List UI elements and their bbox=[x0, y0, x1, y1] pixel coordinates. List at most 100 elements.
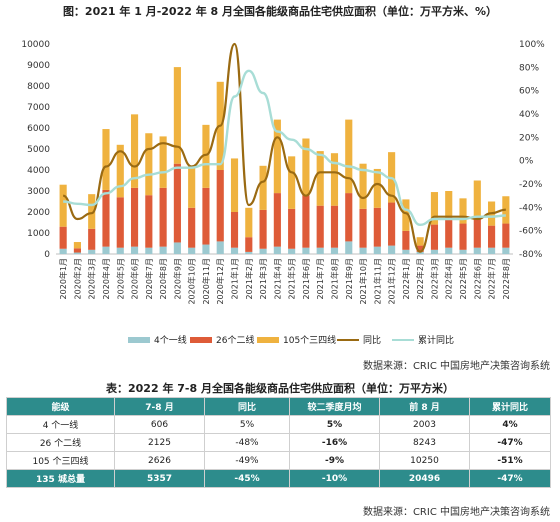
bar-tier2 bbox=[316, 205, 324, 248]
legend-item-tier2: 26个二线 bbox=[190, 333, 254, 346]
table-cell: -16% bbox=[289, 433, 380, 452]
x-tick-label: 2021年10月 bbox=[358, 258, 368, 305]
bar-tier1 bbox=[345, 241, 353, 254]
bar-tier3 bbox=[288, 156, 296, 209]
table-cell: 606 bbox=[114, 415, 205, 434]
header-yoy: 同比 bbox=[204, 397, 290, 416]
bar-tier1 bbox=[173, 242, 181, 254]
bar-tier3 bbox=[202, 124, 210, 188]
y-left-tick-label: 5000 bbox=[27, 145, 50, 155]
table-source: 数据来源：CRIC 中国房地产决策咨询系统 bbox=[362, 507, 550, 518]
y-right-tick-label: 100% bbox=[519, 40, 545, 50]
header-jul-aug: 7-8 月 bbox=[114, 397, 205, 416]
bar-tier1 bbox=[202, 244, 210, 254]
bar-tier2 bbox=[459, 223, 467, 250]
table-header-row: 能级 7-8 月 同比 较二季度月均 前 8 月 累计同比 bbox=[6, 397, 551, 416]
x-tick-label: 2021年5月 bbox=[287, 258, 297, 299]
bar-tier1 bbox=[302, 247, 310, 254]
bar-tier2 bbox=[502, 223, 510, 248]
bar-tier1 bbox=[216, 241, 224, 254]
x-tick-label: 2020年8月 bbox=[158, 258, 168, 299]
bar-tier1 bbox=[488, 247, 496, 254]
bar-tier1 bbox=[502, 247, 510, 254]
bar-tier2 bbox=[159, 187, 167, 247]
bar-tier2 bbox=[130, 187, 139, 247]
x-tick-label: 2020年5月 bbox=[115, 258, 125, 299]
legend-label-cum: 累计同比 bbox=[418, 336, 455, 346]
bar-tier2 bbox=[216, 170, 224, 242]
x-tick-label: 2022年4月 bbox=[444, 258, 454, 299]
x-tick-label: 2020年12月 bbox=[215, 258, 225, 305]
legend-item-yoy: 同比 bbox=[337, 333, 381, 346]
bar-tier2 bbox=[273, 193, 281, 247]
bar-tier2 bbox=[288, 208, 296, 249]
x-tick-label: 2020年4月 bbox=[101, 258, 111, 299]
bar-tier1 bbox=[159, 246, 167, 254]
bar-tier1 bbox=[388, 245, 396, 254]
table-cell: 105 个三四线 bbox=[6, 451, 115, 470]
table-cell: 2626 bbox=[114, 451, 205, 470]
y-right-tick-label: -60% bbox=[519, 227, 543, 237]
legend-swatch-tier2 bbox=[190, 336, 212, 343]
table-row: 26 个二线 2125 -48% -16% 8243 -47% bbox=[6, 433, 551, 452]
x-tick-label: 2020年2月 bbox=[72, 258, 82, 299]
y-left-tick-label: 4000 bbox=[27, 166, 50, 176]
y-left-tick-label: 8000 bbox=[27, 82, 50, 92]
bar-tier3 bbox=[445, 191, 453, 217]
bar-tier2 bbox=[188, 207, 196, 248]
table-row: 4 个一线 606 5% 5% 2003 4% bbox=[6, 415, 551, 434]
bar-tier1 bbox=[445, 247, 453, 254]
x-tick-label: 2020年3月 bbox=[87, 258, 97, 299]
y-right-tick-label: 20% bbox=[519, 133, 539, 143]
y-left-tick-label: 7000 bbox=[27, 103, 50, 113]
bar-tier1 bbox=[273, 246, 281, 254]
x-tick-label: 2021年8月 bbox=[329, 258, 339, 299]
bar-tier1 bbox=[88, 249, 96, 254]
table-cell: 5357 bbox=[114, 469, 205, 488]
line-cumulative-yoy bbox=[63, 69, 506, 227]
x-tick-label: 2021年7月 bbox=[315, 258, 325, 299]
bar-tier2 bbox=[202, 187, 210, 245]
y-left-tick-label: 9000 bbox=[27, 61, 50, 71]
bar-tier2 bbox=[388, 202, 396, 246]
bar-tier3 bbox=[402, 199, 410, 231]
legend-swatch-yoy bbox=[337, 338, 359, 341]
bar-tier3 bbox=[159, 136, 167, 188]
bar-tier2 bbox=[73, 248, 81, 253]
bar-tier1 bbox=[416, 251, 424, 254]
bar-tier3 bbox=[73, 242, 81, 249]
legend-item-tier1: 4个一线 bbox=[128, 333, 187, 346]
y-right-tick-label: 40% bbox=[519, 110, 539, 120]
y-left-tick-label: 1000 bbox=[27, 229, 50, 239]
bar-tier1 bbox=[430, 249, 439, 254]
legend-label-yoy: 同比 bbox=[363, 336, 382, 346]
supply-table: 能级 7-8 月 同比 较二季度月均 前 8 月 累计同比 4 个一线 606 … bbox=[6, 397, 551, 488]
bar-tier1 bbox=[130, 246, 139, 254]
bar-tier2 bbox=[430, 224, 439, 250]
bar-tier2 bbox=[245, 237, 253, 252]
bar-tier3 bbox=[416, 237, 424, 246]
x-tick-label: 2021年3月 bbox=[258, 258, 268, 299]
chart-plot: 0 1000 2000 3000 4000 5000 6000 7000 8000 9000 100… bbox=[21, 40, 545, 305]
bar-tier2 bbox=[173, 163, 181, 243]
table-cell: 8243 bbox=[379, 433, 470, 452]
legend-label-tier2: 26个二线 bbox=[216, 336, 255, 346]
y-left-tick-label: 0 bbox=[44, 250, 50, 260]
x-tick-label: 2021年1月 bbox=[230, 258, 240, 299]
y-right-tick-label: -80% bbox=[519, 250, 543, 260]
bar-tier2 bbox=[59, 226, 67, 249]
table-cell: 20496 bbox=[379, 469, 470, 488]
bar-tier3 bbox=[59, 184, 67, 227]
y-right-tick-label: 80% bbox=[519, 63, 539, 73]
bar-tier2 bbox=[259, 209, 267, 249]
y-left-tick-label: 2000 bbox=[27, 208, 50, 218]
x-tick-label: 2022年8月 bbox=[501, 258, 511, 299]
bar-tier1 bbox=[145, 247, 153, 254]
bar-tier3 bbox=[130, 114, 139, 188]
bar-tier2 bbox=[230, 212, 239, 248]
legend-swatch-tier1 bbox=[128, 336, 150, 343]
bar-tier1 bbox=[59, 248, 67, 254]
bar-tier1 bbox=[259, 248, 267, 254]
bar-tier3 bbox=[88, 194, 96, 229]
x-tick-label: 2020年9月 bbox=[172, 258, 182, 299]
